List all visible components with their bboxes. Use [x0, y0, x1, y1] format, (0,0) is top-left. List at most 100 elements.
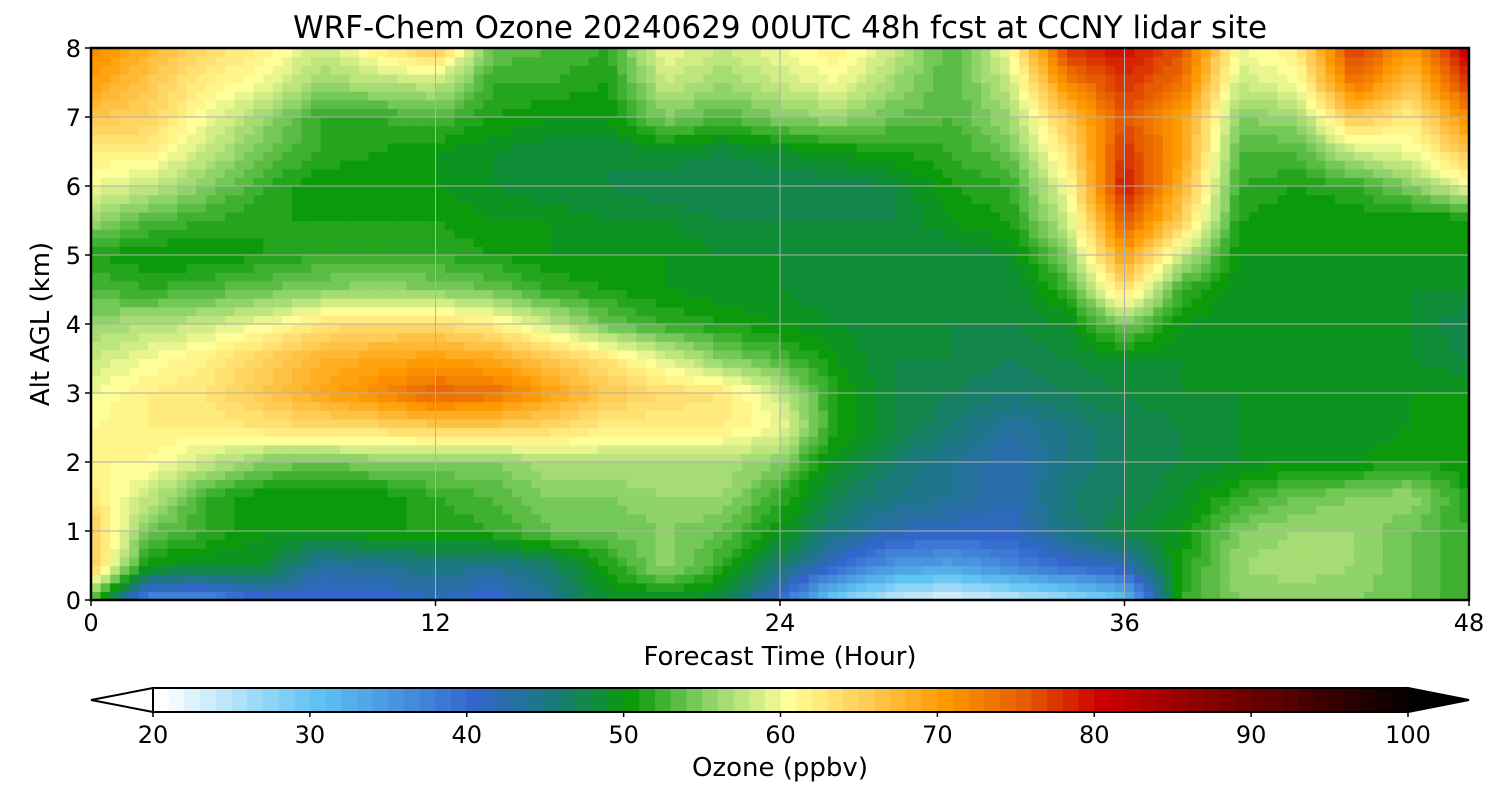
heatmap-cell [406, 574, 417, 584]
heatmap-cell [425, 427, 437, 437]
heatmap-cell [827, 444, 839, 454]
heatmap-cell [282, 324, 293, 334]
heatmap-cell [282, 539, 293, 549]
heatmap-cell [167, 358, 178, 368]
heatmap-cell [1162, 496, 1173, 506]
heatmap-cell [492, 487, 504, 498]
heatmap-cell [980, 298, 992, 308]
heatmap-cell [291, 358, 303, 368]
heatmap-cell [961, 565, 972, 575]
heatmap-cell [971, 324, 982, 334]
heatmap-cell [157, 410, 169, 420]
heatmap-cell [636, 470, 647, 480]
heatmap-cell [1114, 315, 1126, 325]
heatmap-cell [1067, 367, 1078, 377]
heatmap-cell [1392, 513, 1403, 523]
heatmap-cell [837, 505, 848, 515]
heatmap-cell [646, 384, 657, 394]
chart-title: WRF-Chem Ozone 20240629 00UTC 48h fcst a… [293, 10, 1267, 46]
heatmap-cell [291, 427, 303, 437]
heatmap-cell [157, 367, 169, 377]
heatmap-cell [770, 367, 781, 377]
heatmap-cell [1363, 574, 1374, 584]
heatmap-cell [167, 591, 178, 600]
heatmap-cell [655, 401, 666, 411]
heatmap-cell [1067, 487, 1078, 498]
heatmap-cell [1258, 522, 1269, 532]
heatmap-cell [703, 306, 714, 316]
heatmap-cell [1028, 384, 1039, 394]
heatmap-cell [713, 401, 724, 411]
heatmap-cell [856, 522, 867, 532]
heatmap-cell [732, 298, 743, 308]
heatmap-cell [1153, 384, 1164, 394]
heatmap-cell [1220, 324, 1231, 334]
heatmap-cell [1009, 401, 1020, 411]
heatmap-cell [703, 427, 714, 437]
heatmap-cell [1315, 393, 1327, 403]
heatmap-cell [1373, 531, 1384, 541]
heatmap-cell [856, 367, 867, 377]
heatmap-cell [1248, 341, 1260, 351]
heatmap-cell [1296, 539, 1307, 549]
heatmap-cell [760, 496, 772, 506]
heatmap-cell [110, 539, 121, 549]
heatmap-cell [1296, 496, 1307, 506]
heatmap-cell [617, 513, 628, 523]
heatmap-cell [425, 548, 437, 558]
heatmap-cell [780, 513, 791, 523]
heatmap-cell [291, 513, 303, 523]
heatmap-cell [512, 427, 523, 437]
heatmap-cell [129, 315, 140, 325]
heatmap-cell [521, 462, 532, 472]
heatmap-cell [1411, 367, 1422, 377]
heatmap-cell [598, 505, 609, 515]
heatmap-cell [358, 522, 370, 532]
heatmap-cell [224, 556, 236, 567]
heatmap-cell [291, 453, 303, 463]
heatmap-cell [1315, 479, 1327, 489]
heatmap-cell [215, 539, 226, 549]
heatmap-cell [349, 349, 360, 360]
heatmap-cell [234, 358, 245, 368]
heatmap-cell [1143, 341, 1154, 351]
heatmap-cell [933, 410, 944, 420]
heatmap-cell [157, 444, 169, 454]
heatmap-cell [770, 436, 781, 446]
heatmap-cell [234, 582, 245, 592]
heatmap-cell [1019, 410, 1030, 420]
heatmap-cell [483, 556, 494, 567]
heatmap-cell [1335, 539, 1346, 549]
heatmap-cell [1038, 548, 1049, 558]
heatmap-cell [1076, 470, 1087, 480]
heatmap-cell [1105, 349, 1116, 360]
heatmap-cell [464, 505, 475, 515]
heatmap-cell [397, 367, 408, 377]
heatmap-cell [1086, 427, 1097, 437]
heatmap-cell [780, 315, 791, 325]
heatmap-cell [904, 556, 915, 567]
heatmap-cell [454, 548, 465, 558]
heatmap-cell [1201, 401, 1212, 411]
heatmap-cell [445, 436, 456, 446]
heatmap-cell [148, 522, 159, 532]
heatmap-cell [435, 574, 446, 584]
heatmap-cell [1162, 531, 1173, 541]
heatmap-cell [349, 565, 360, 575]
heatmap-cell [1277, 444, 1288, 454]
heatmap-cell [598, 453, 609, 463]
heatmap-cell [272, 582, 283, 592]
heatmap-cell [952, 453, 963, 463]
heatmap-cell [416, 505, 427, 515]
heatmap-cell [933, 531, 944, 541]
heatmap-cell [540, 539, 551, 549]
heatmap-cell [138, 418, 150, 429]
heatmap-cell [846, 539, 858, 549]
heatmap-cell [378, 505, 389, 515]
heatmap-cell [378, 453, 389, 463]
heatmap-cell [636, 315, 647, 325]
heatmap-cell [234, 513, 245, 523]
heatmap-cell [272, 453, 283, 463]
heatmap-cell [856, 531, 867, 541]
heatmap-cell [799, 453, 810, 463]
